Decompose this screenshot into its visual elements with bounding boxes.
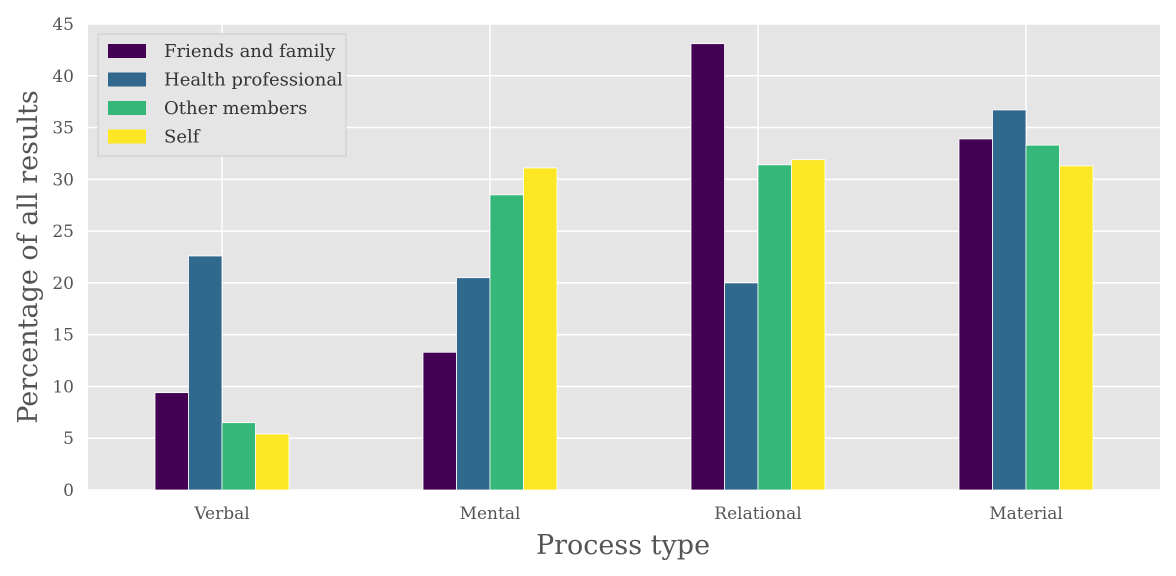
bar-health-professional-verbal [188, 255, 223, 491]
bar-other-members-verbal [221, 422, 256, 491]
y-tick-label: 5 [63, 429, 74, 449]
bar-friends-and-family-verbal [154, 392, 189, 491]
bar-friends-and-family-relational [690, 43, 725, 491]
y-tick-label: 35 [52, 119, 74, 139]
legend-label: Health professional [164, 70, 343, 91]
bars [154, 43, 1094, 491]
legend: Friends and family Health professional Oth… [97, 33, 347, 157]
y-tick-labels: 0 5 10 15 20 25 30 35 40 45 [52, 15, 74, 501]
bar-self-mental [523, 167, 558, 491]
x-tick-label: Material [989, 504, 1063, 524]
bar-other-members-mental [489, 194, 524, 491]
bar-other-members-material [1025, 144, 1060, 491]
x-tick-label: Mental [460, 504, 521, 524]
x-axis-title: Process type [536, 530, 710, 561]
y-axis-title: Percentage of all results [13, 90, 44, 423]
y-tick-label: 15 [52, 326, 74, 346]
bar-other-members-relational [757, 164, 792, 491]
bar-self-verbal [255, 433, 290, 491]
bar-friends-and-family-material [958, 138, 993, 491]
legend-label: Other members [164, 98, 307, 119]
x-tick-labels: Verbal Mental Relational Material [193, 504, 1062, 524]
legend-label: Self [164, 127, 201, 148]
y-tick-label: 45 [52, 15, 74, 35]
bar-self-relational [791, 159, 826, 491]
bar-health-professional-mental [456, 277, 491, 491]
legend-swatch [108, 129, 146, 144]
x-tick-label: Relational [714, 504, 801, 524]
y-tick-label: 20 [52, 274, 74, 294]
legend-label: Friends and family [164, 41, 336, 62]
y-tick-label: 10 [52, 377, 74, 397]
legend-swatch [108, 101, 146, 115]
legend-swatch [108, 44, 146, 58]
y-tick-label: 40 [52, 67, 74, 87]
legend-swatch [108, 72, 146, 87]
y-tick-label: 0 [63, 481, 74, 501]
y-tick-label: 25 [52, 222, 74, 242]
bar-self-material [1059, 165, 1094, 491]
bar-friends-and-family-mental [422, 351, 457, 491]
bar-health-professional-material [992, 109, 1027, 491]
bar-health-professional-relational [724, 282, 759, 491]
y-tick-label: 30 [52, 170, 74, 190]
x-tick-label: Verbal [193, 504, 249, 524]
